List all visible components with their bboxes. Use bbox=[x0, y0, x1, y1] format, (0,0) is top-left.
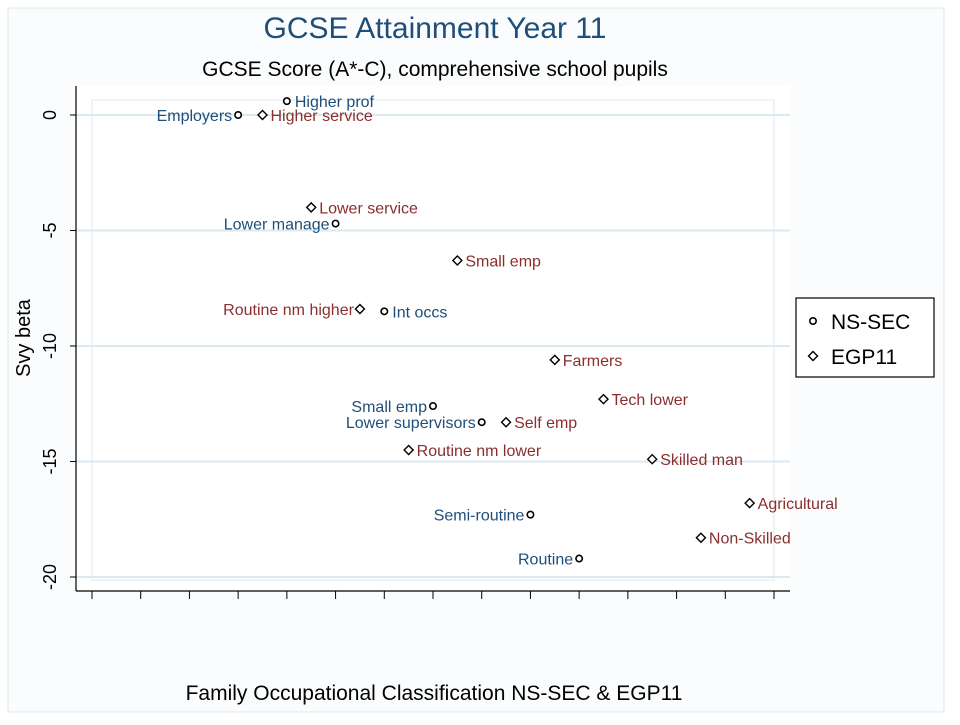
ns-sec-point-label: Lower manage bbox=[224, 217, 330, 234]
ns-sec-point-label: Int occs bbox=[392, 304, 447, 321]
ns-sec-point bbox=[234, 111, 243, 120]
y-tick-label: -15 bbox=[40, 448, 60, 474]
egp11-point bbox=[451, 255, 463, 267]
legend-box bbox=[795, 297, 935, 378]
y-tick-label: -5 bbox=[40, 222, 60, 238]
legend-marker bbox=[808, 316, 817, 325]
ns-sec-point-label: Employers bbox=[157, 108, 233, 125]
ns-sec-point bbox=[526, 510, 535, 519]
y-tick-label: -10 bbox=[40, 333, 60, 359]
ns-sec-point-label: Small emp bbox=[351, 399, 427, 416]
ns-sec-point bbox=[282, 97, 291, 106]
legend-items: NS-SEC EGP11 bbox=[807, 311, 910, 369]
ns-sec-point bbox=[380, 307, 389, 316]
egp11-point bbox=[646, 453, 658, 465]
chart-subtitle: GCSE Score (A*-C), comprehensive school … bbox=[202, 58, 668, 81]
chart-title: GCSE Attainment Year 11 bbox=[264, 12, 607, 45]
plot-background bbox=[76, 86, 790, 591]
egp11-point bbox=[354, 303, 366, 315]
egp11-point-label: Non-Skilled bbox=[709, 531, 791, 548]
egp11-point bbox=[305, 201, 317, 213]
ns-sec-point bbox=[575, 554, 584, 563]
ns-sec-point bbox=[477, 418, 486, 427]
egp11-point-label: Skilled man bbox=[660, 452, 743, 469]
ns-sec-point-label: Higher prof bbox=[295, 94, 375, 111]
egp11-point bbox=[257, 109, 268, 121]
egp11-point bbox=[695, 532, 707, 544]
egp11-point bbox=[744, 497, 756, 509]
legend: NS-SEC EGP11 bbox=[795, 297, 935, 378]
ns-sec-point-label: Routine bbox=[518, 552, 573, 569]
plot-inner-frame bbox=[91, 99, 775, 581]
egp11-point-label: Agricultural bbox=[758, 496, 838, 513]
egp11-point-label: Routine nm lower bbox=[417, 443, 542, 460]
egp11-point-label: Higher service bbox=[271, 108, 373, 125]
egp11-point-label: Small emp bbox=[465, 254, 541, 271]
legend-entry-label: EGP11 bbox=[831, 346, 897, 369]
legend-entry-label: NS-SEC bbox=[831, 311, 910, 334]
ns-sec-point bbox=[331, 219, 340, 228]
ns-sec-point-label: Semi-routine bbox=[434, 508, 525, 525]
y-tick-label: 0 bbox=[40, 110, 60, 120]
ns-sec-point bbox=[428, 402, 437, 411]
x-axis-label: Family Occupational Classification NS-SE… bbox=[186, 682, 683, 705]
egp11-point-label: Self emp bbox=[514, 415, 577, 432]
egp11-point-label: Routine nm higher bbox=[223, 302, 354, 319]
egp11-point-label: Tech lower bbox=[612, 392, 689, 409]
legend-marker bbox=[807, 350, 819, 362]
y-axis-label: Svy beta bbox=[13, 298, 35, 377]
egp11-point bbox=[598, 393, 609, 405]
egp11-point bbox=[500, 416, 512, 428]
egp11-point bbox=[403, 444, 415, 456]
ns-sec-point-label: Lower supervisors bbox=[346, 415, 476, 432]
egp11-point bbox=[549, 354, 561, 366]
egp11-point-label: Farmers bbox=[563, 353, 623, 370]
plot-area: 0 -5 -10 -15 -20 Employers Higher prof Lower ma… bbox=[40, 86, 838, 599]
y-tick-label: -20 bbox=[40, 564, 60, 590]
egp11-point-label: Lower service bbox=[319, 200, 418, 217]
